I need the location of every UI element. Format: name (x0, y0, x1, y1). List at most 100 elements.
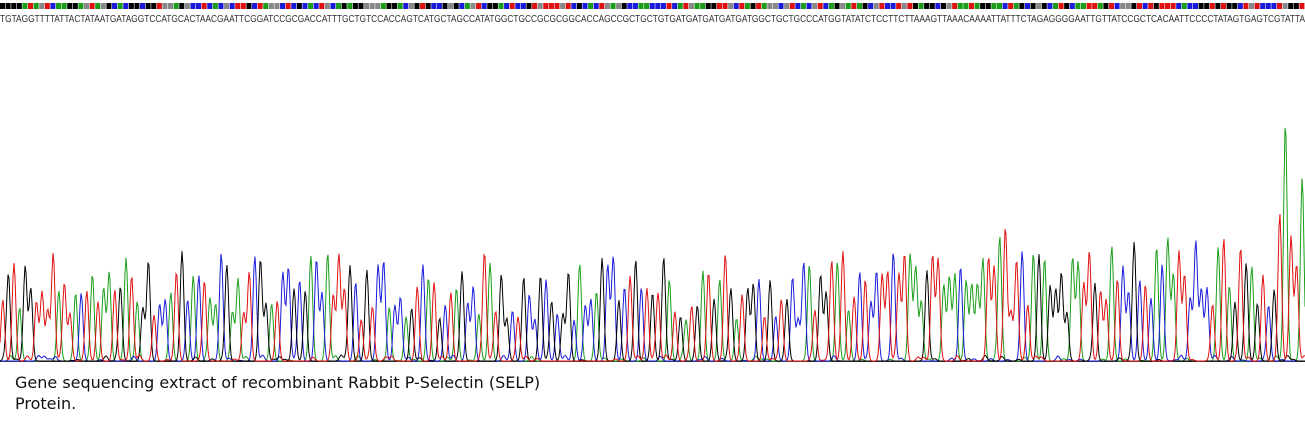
quality-bar (1002, 3, 1008, 9)
quality-bar (532, 3, 538, 9)
quality-bar (470, 3, 476, 9)
quality-bar (0, 3, 6, 9)
quality-bar (946, 3, 952, 9)
quality-bar (487, 3, 493, 9)
quality-bar (1220, 3, 1227, 9)
quality-bar (78, 3, 84, 9)
quality-bar (319, 3, 325, 9)
quality-bar (856, 3, 862, 9)
quality-bar (756, 3, 762, 9)
quality-bar (168, 3, 174, 9)
quality-bar (184, 3, 190, 9)
quality-bar (800, 3, 806, 9)
quality-bar (106, 3, 112, 9)
quality-bar (1260, 3, 1266, 9)
quality-bar (1058, 3, 1064, 9)
quality-bar (296, 3, 302, 9)
quality-bar (207, 3, 213, 9)
quality-bar (1036, 3, 1042, 9)
quality-bar (845, 3, 851, 9)
quality-bar (1030, 3, 1036, 9)
quality-bar (660, 3, 666, 9)
quality-bar (896, 3, 902, 9)
quality-bar (448, 3, 454, 9)
quality-bar (414, 3, 420, 9)
quality-bar (1069, 3, 1075, 9)
quality-bar (610, 3, 616, 9)
quality-bar (1103, 3, 1109, 9)
quality-bar (744, 3, 750, 9)
quality-bar (341, 3, 347, 9)
quality-bar (823, 3, 829, 9)
quality-bar (632, 3, 638, 9)
quality-bar (498, 3, 504, 9)
quality-bar (403, 3, 409, 9)
quality-bar (778, 3, 784, 9)
quality-bar (1136, 3, 1143, 9)
quality-bar (1176, 3, 1182, 9)
quality-bar (72, 3, 78, 9)
quality-bar (358, 3, 364, 9)
quality-bar (918, 3, 924, 9)
chromatogram: TGTAGGTTTTATTACTATAATGATAGGTCCATGCACTAAC… (0, 3, 1305, 362)
quality-bar (649, 3, 655, 9)
quality-bar (576, 3, 582, 9)
quality-bar (11, 3, 17, 9)
quality-bar (1181, 3, 1187, 9)
quality-bar (257, 3, 263, 9)
quality-bar (655, 3, 661, 9)
quality-bar (985, 3, 991, 9)
quality-bar (571, 3, 577, 9)
quality-bar (515, 3, 521, 9)
quality-bar (330, 3, 336, 9)
quality-bar (1019, 3, 1025, 9)
quality-bar (22, 3, 28, 9)
quality-bar (67, 3, 73, 9)
quality-bar (453, 3, 459, 9)
quality-bar (380, 3, 386, 9)
quality-bar (420, 3, 426, 9)
quality-bar (621, 3, 627, 9)
quality-bar (151, 3, 157, 9)
sequence: TGTAGGTTTTATTACTATAATGATAGGTCCATGCACTAAC… (0, 14, 1305, 25)
quality-bar (39, 3, 45, 9)
quality-bar (582, 3, 588, 9)
quality-bar (229, 3, 235, 9)
quality-bar (912, 3, 918, 9)
quality-bar (285, 3, 291, 9)
quality-bar (599, 3, 605, 9)
quality-bar (604, 3, 610, 9)
quality-bar (565, 3, 571, 9)
quality-bar (100, 3, 106, 9)
quality-bar (593, 3, 599, 9)
quality-bar (1170, 3, 1176, 9)
quality-bar (940, 3, 946, 9)
quality-bar (543, 3, 549, 9)
quality-bar (95, 3, 101, 9)
quality-bar (1198, 3, 1204, 9)
quality-bar (504, 3, 510, 9)
quality-bar (263, 3, 269, 9)
quality-bar (711, 3, 717, 9)
quality-bar (1192, 3, 1199, 9)
quality-bar (476, 3, 482, 9)
quality-bar (302, 3, 308, 9)
quality-bar (616, 3, 622, 9)
quality-bar (352, 3, 358, 9)
quality-bar (873, 3, 879, 9)
quality-bar (924, 3, 930, 9)
quality-bar (1052, 3, 1059, 9)
quality-bar (117, 3, 123, 9)
quality-bar (884, 3, 890, 9)
quality-bar (728, 3, 734, 9)
quality-bar (1086, 3, 1092, 9)
quality-bar (739, 3, 745, 9)
quality-bar (1265, 3, 1271, 9)
quality-bar (1204, 3, 1210, 9)
quality-bar (1215, 3, 1221, 9)
quality-bar (1254, 3, 1260, 9)
quality-bar (722, 3, 728, 9)
quality-bar (5, 3, 11, 9)
quality-bar (968, 3, 974, 9)
